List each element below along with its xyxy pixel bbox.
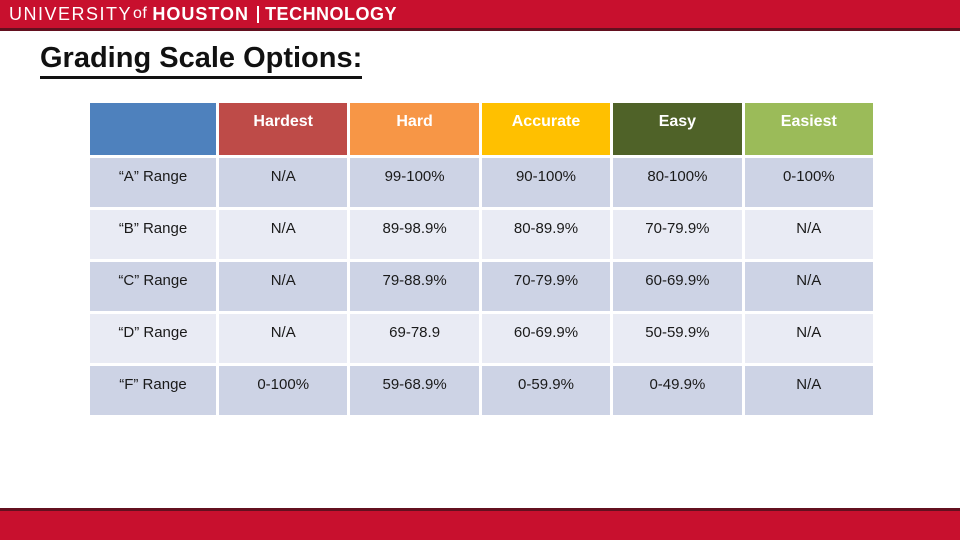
header-brand-bar: UNIVERSITY of HOUSTON TECHNOLOGY (0, 0, 960, 31)
grade-cell-d-easiest: N/A (744, 314, 873, 363)
grade-cell-a-easiest: 0-100% (744, 158, 873, 207)
page-title: Grading Scale Options: (40, 42, 363, 79)
brand-houston: HOUSTON (152, 4, 250, 24)
grade-cell-d-hardest: N/A (219, 314, 348, 363)
grade-cell-b-accurate: 80-89.9% (481, 210, 611, 259)
grade-cell-f-accurate: 0-59.9% (481, 366, 611, 415)
brand-divider-bar (257, 5, 260, 23)
grade-cell-b-easy: 70-79.9% (613, 210, 742, 259)
header-cell-accurate: Accurate (481, 103, 611, 155)
grade-cell-c-easy: 60-69.9% (613, 262, 742, 311)
grade-cell-c-accurate: 70-79.9% (481, 262, 611, 311)
grade-cell-a-accurate: 90-100% (481, 158, 611, 207)
grade-cell-f-hard: 59-68.9% (350, 366, 479, 415)
grade-cell-f-hardest: 0-100% (219, 366, 348, 415)
header-cell-easy: Easy (613, 103, 742, 155)
brand-university: UNIVERSITY (9, 4, 133, 24)
row-label-f: “F” Range (90, 366, 216, 415)
brand-college: TECHNOLOGY (265, 4, 398, 24)
header-cell-hardest: Hardest (219, 103, 348, 155)
grade-cell-a-hard: 99-100% (350, 158, 479, 207)
grade-cell-c-hard: 79-88.9% (350, 262, 479, 311)
grading-scale-table: Hardest Hard Accurate Easy Easiest “A” R… (90, 103, 873, 415)
row-label-a: “A” Range (90, 158, 216, 207)
grade-cell-b-easiest: N/A (744, 210, 873, 259)
footer-brand-bar (0, 508, 960, 540)
grade-cell-f-easiest: N/A (744, 366, 873, 415)
header-cell-blank (90, 103, 216, 155)
grade-cell-b-hardest: N/A (219, 210, 348, 259)
header-cell-easiest: Easiest (744, 103, 873, 155)
brand-of: of (133, 5, 148, 22)
grade-cell-f-easy: 0-49.9% (613, 366, 742, 415)
university-logo: UNIVERSITY of HOUSTON TECHNOLOGY (9, 5, 397, 23)
grade-cell-a-hardest: N/A (219, 158, 348, 207)
grade-cell-c-easiest: N/A (744, 262, 873, 311)
grade-cell-d-accurate: 60-69.9% (481, 314, 611, 363)
row-label-d: “D” Range (90, 314, 216, 363)
grade-cell-d-easy: 50-59.9% (613, 314, 742, 363)
row-label-c: “C” Range (90, 262, 216, 311)
header-cell-hard: Hard (350, 103, 479, 155)
grade-cell-a-easy: 80-100% (613, 158, 742, 207)
row-label-b: “B” Range (90, 210, 216, 259)
grade-cell-c-hardest: N/A (219, 262, 348, 311)
grade-cell-b-hard: 89-98.9% (350, 210, 479, 259)
grade-cell-d-hard: 69-78.9 (350, 314, 479, 363)
